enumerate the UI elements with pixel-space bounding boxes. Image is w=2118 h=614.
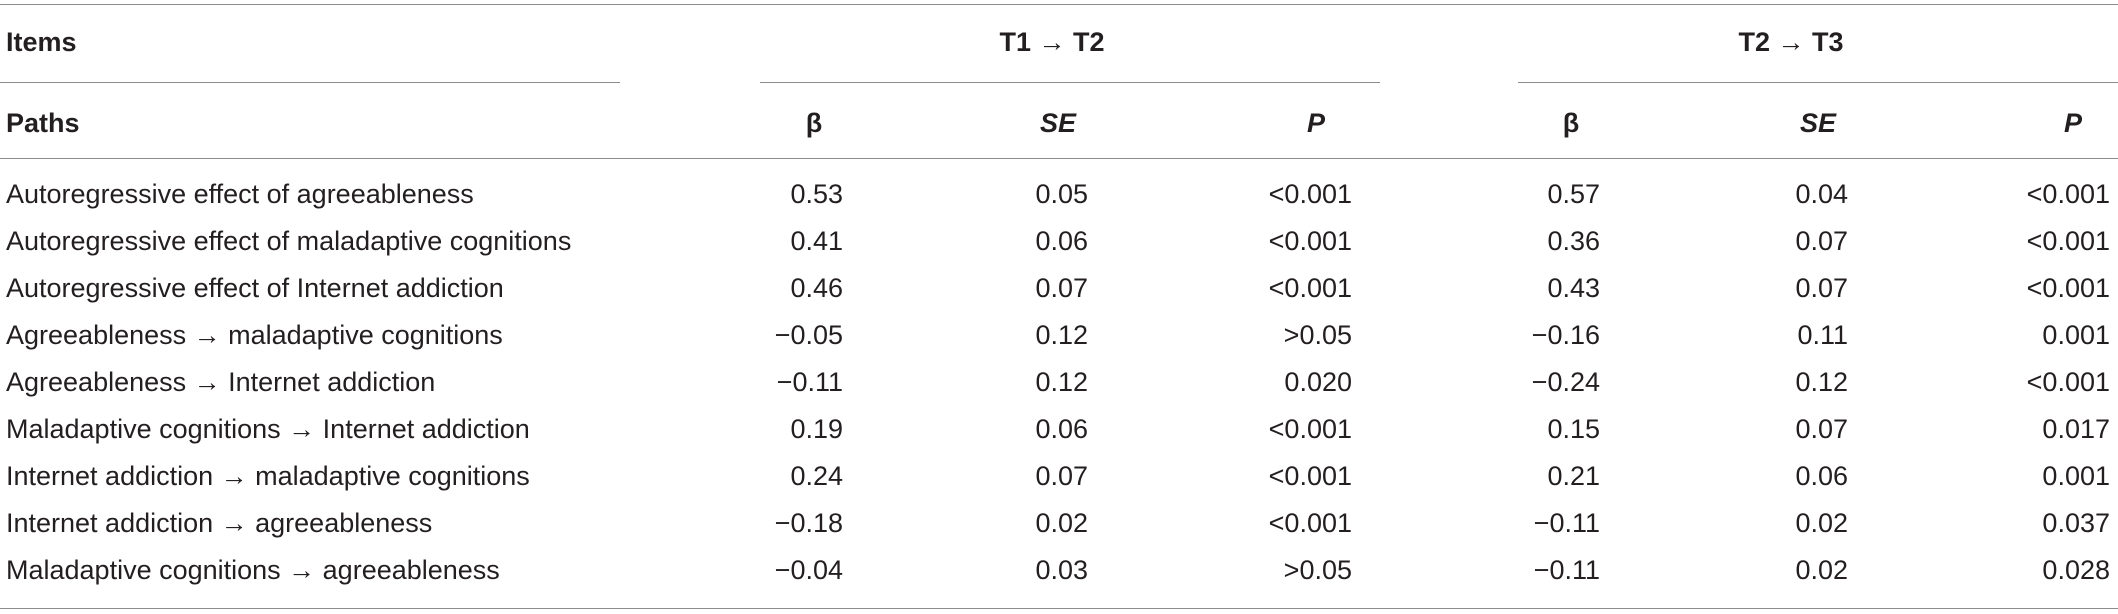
t2-se-header: SE bbox=[1799, 108, 1837, 138]
t2-p-value: <0.001 bbox=[2026, 226, 2110, 256]
t2-beta-value: −0.11 bbox=[1533, 508, 1600, 538]
t2-beta-value: −0.16 bbox=[1531, 320, 1600, 350]
t2-p-value: 0.001 bbox=[2042, 461, 2110, 491]
path-label: Agreeableness → maladaptive cognitions bbox=[6, 320, 503, 350]
t2-p-header: P bbox=[2063, 108, 2083, 138]
t1-beta-value: 0.19 bbox=[790, 414, 843, 444]
t1-p-value: <0.001 bbox=[1268, 273, 1352, 303]
t1-beta-value: 0.53 bbox=[790, 179, 843, 209]
path-label: Autoregressive effect of agreeableness bbox=[6, 179, 474, 209]
t2-se-value: 0.02 bbox=[1795, 555, 1848, 585]
items-underline bbox=[0, 82, 620, 83]
t2-se-value: 0.02 bbox=[1795, 508, 1848, 538]
t2-beta-value: 0.43 bbox=[1547, 273, 1600, 303]
path-label: Autoregressive effect of maladaptive cog… bbox=[6, 226, 572, 256]
t1-p-header: P bbox=[1306, 108, 1326, 138]
t1-p-value: <0.001 bbox=[1268, 508, 1352, 538]
t2-se-value: 0.04 bbox=[1795, 179, 1848, 209]
t1-se-value: 0.06 bbox=[1035, 414, 1088, 444]
t1-se-value: 0.06 bbox=[1035, 226, 1088, 256]
t1-se-value: 0.07 bbox=[1035, 461, 1088, 491]
t1-se-value: 0.03 bbox=[1035, 555, 1088, 585]
t1-se-header: SE bbox=[1039, 108, 1077, 138]
t1-beta-value: 0.41 bbox=[790, 226, 843, 256]
t2-se-value: 0.07 bbox=[1795, 273, 1848, 303]
t2-p-value: <0.001 bbox=[2026, 273, 2110, 303]
path-label: Internet addiction → agreeableness bbox=[6, 508, 433, 538]
t1-beta-value: −0.11 bbox=[776, 367, 843, 397]
t2-p-value: 0.037 bbox=[2042, 508, 2110, 538]
path-label: Autoregressive effect of Internet addict… bbox=[6, 273, 504, 303]
path-label: Maladaptive cognitions → agreeableness bbox=[6, 555, 500, 585]
t1-p-value: <0.001 bbox=[1268, 461, 1352, 491]
t2-p-value: <0.001 bbox=[2026, 179, 2110, 209]
t2-p-value: 0.017 bbox=[2042, 414, 2110, 444]
group-t1t2-underline bbox=[760, 82, 1380, 83]
t2-se-value: 0.07 bbox=[1795, 226, 1848, 256]
t2-beta-value: 0.36 bbox=[1547, 226, 1600, 256]
t2-beta-value: 0.57 bbox=[1547, 179, 1600, 209]
t1-se-value: 0.02 bbox=[1035, 508, 1088, 538]
t1-beta-header: β bbox=[805, 108, 823, 138]
top-rule bbox=[0, 4, 2118, 5]
t1-p-value: >0.05 bbox=[1283, 320, 1352, 350]
t2-beta-value: 0.21 bbox=[1547, 461, 1600, 491]
path-label: Agreeableness → Internet addiction bbox=[6, 367, 436, 397]
t2-se-value: 0.06 bbox=[1795, 461, 1848, 491]
paths-header: Paths bbox=[6, 108, 80, 138]
path-label: Maladaptive cognitions → Internet addict… bbox=[6, 414, 530, 444]
t1-se-value: 0.07 bbox=[1035, 273, 1088, 303]
t1-beta-value: −0.04 bbox=[774, 555, 843, 585]
t2-beta-header: β bbox=[1562, 108, 1580, 138]
t1-p-value: >0.05 bbox=[1283, 555, 1352, 585]
t1-beta-value: 0.24 bbox=[790, 461, 843, 491]
t1-p-value: <0.001 bbox=[1268, 179, 1352, 209]
t1-se-value: 0.12 bbox=[1035, 320, 1088, 350]
t1-p-value: <0.001 bbox=[1268, 414, 1352, 444]
t1-se-value: 0.12 bbox=[1035, 367, 1088, 397]
t2-p-value: 0.028 bbox=[2042, 555, 2110, 585]
t1-beta-value: −0.05 bbox=[774, 320, 843, 350]
t2-beta-value: −0.24 bbox=[1531, 367, 1600, 397]
t2-beta-value: −0.11 bbox=[1533, 555, 1600, 585]
t1-se-value: 0.05 bbox=[1035, 179, 1088, 209]
group-t2t3-header: T2 → T3 bbox=[1738, 27, 1844, 57]
t2-se-value: 0.07 bbox=[1795, 414, 1848, 444]
t1-p-value: 0.020 bbox=[1284, 367, 1352, 397]
items-header: Items bbox=[6, 27, 77, 57]
group-t2t3-underline bbox=[1518, 82, 2118, 83]
bottom-rule bbox=[0, 608, 2118, 609]
group-t1t2-header: T1 → T2 bbox=[999, 27, 1105, 57]
t1-beta-value: 0.46 bbox=[790, 273, 843, 303]
path-label: Internet addiction → maladaptive cogniti… bbox=[6, 461, 530, 491]
t2-se-value: 0.12 bbox=[1795, 367, 1848, 397]
t2-p-value: 0.001 bbox=[2042, 320, 2110, 350]
t2-se-value: 0.11 bbox=[1797, 320, 1848, 350]
t2-beta-value: 0.15 bbox=[1547, 414, 1600, 444]
t2-p-value: <0.001 bbox=[2026, 367, 2110, 397]
header-rule bbox=[0, 158, 2118, 159]
t1-p-value: <0.001 bbox=[1268, 226, 1352, 256]
t1-beta-value: −0.18 bbox=[774, 508, 843, 538]
